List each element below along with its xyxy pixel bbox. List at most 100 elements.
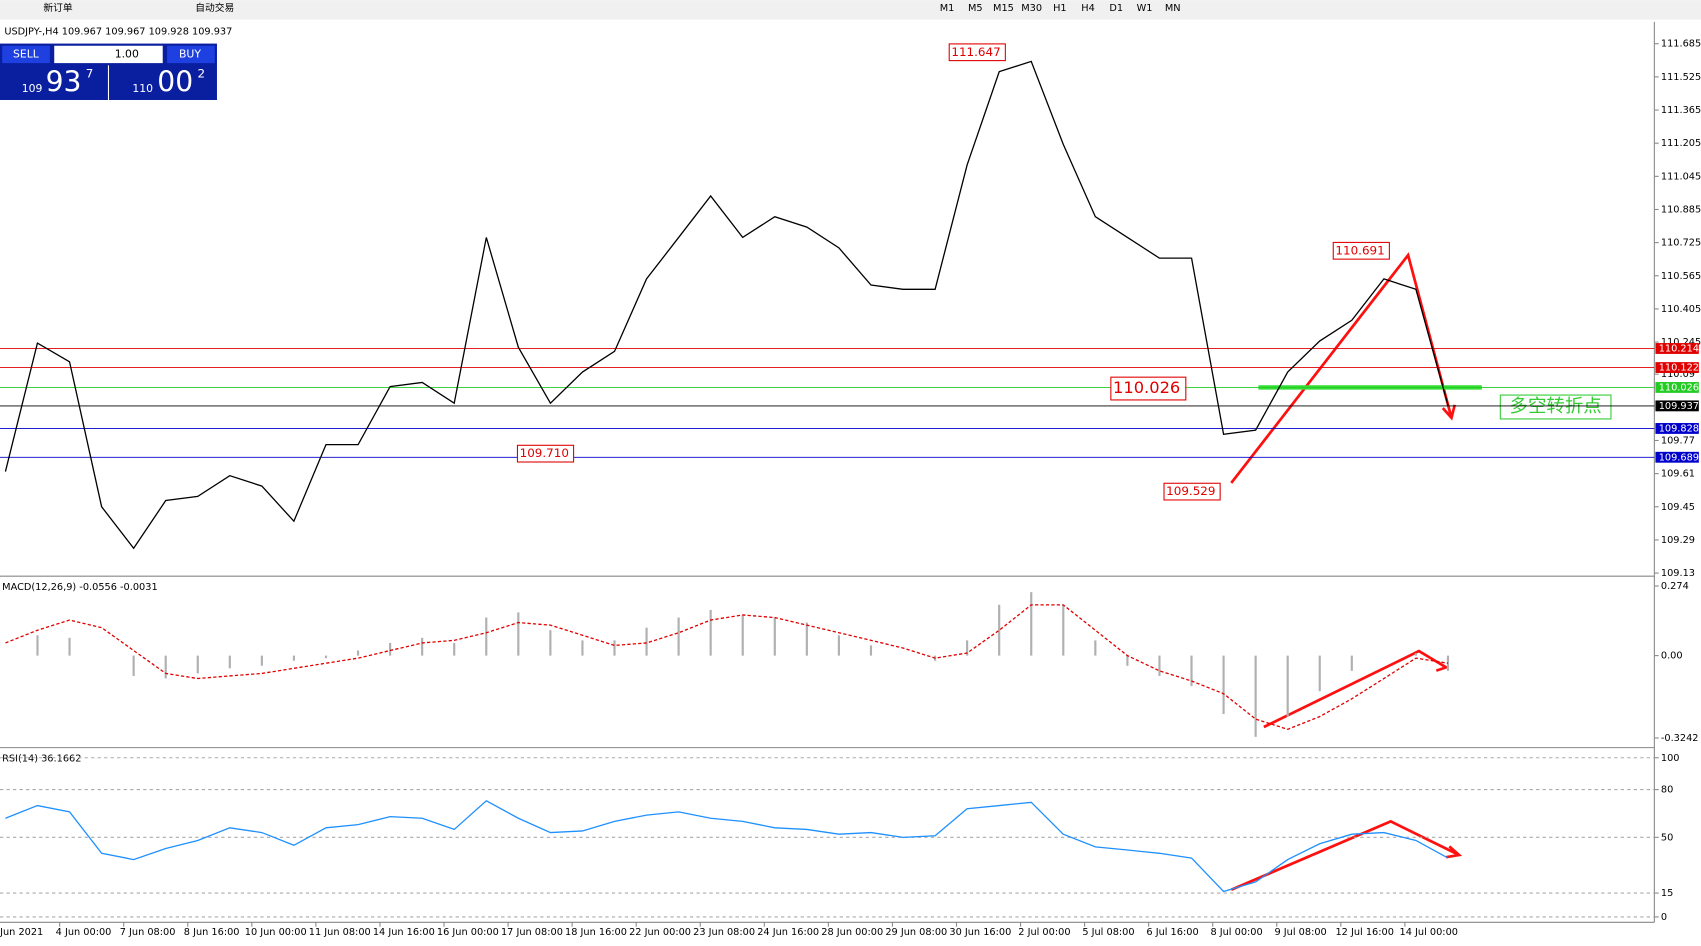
x-tick-label: 29 Jun 08:00 xyxy=(885,927,947,938)
timeframe[interactable]: H1 xyxy=(1053,3,1067,14)
chart-area xyxy=(0,19,1701,942)
annotation-box xyxy=(1163,482,1221,501)
lot[interactable]: 1.00 xyxy=(115,47,139,60)
y-tick-label: 110.725 xyxy=(1661,238,1701,249)
y-tick-label: 109.13 xyxy=(1661,568,1695,579)
bid-small: 7 xyxy=(86,66,94,80)
price-tag-label: 109.937 xyxy=(1659,401,1699,412)
ask-big: 110 xyxy=(132,82,153,95)
y-tick-label: 109.45 xyxy=(1661,502,1695,513)
x-tick-label: 7 Jun 08:00 xyxy=(120,927,176,938)
y-tick-label: 110.405 xyxy=(1661,304,1701,315)
ask-small: 2 xyxy=(197,66,205,80)
price-tag-label: 110.026 xyxy=(1659,382,1699,393)
annotation: 111.647 xyxy=(951,45,1000,59)
y-tick-label: 0 xyxy=(1661,912,1667,923)
y-tick-label: 109.77 xyxy=(1661,435,1695,446)
price-tag-label: 110.122 xyxy=(1659,363,1699,374)
annotation: 109.529 xyxy=(1166,484,1215,498)
x-tick-label: 28 Jun 00:00 xyxy=(821,927,883,938)
price-tag-label: 110.214 xyxy=(1659,343,1699,354)
y-tick-label: 110.885 xyxy=(1661,204,1701,215)
y-tick-label: 110.565 xyxy=(1661,271,1701,282)
x-tick-label: 24 Jun 16:00 xyxy=(757,927,819,938)
y-tick-label: 0.274 xyxy=(1661,581,1689,592)
lot-input[interactable] xyxy=(54,45,163,64)
x-tick-label: 12 Jul 16:00 xyxy=(1335,927,1393,938)
toolbar xyxy=(0,0,1701,20)
x-tick-label: 14 Jun 16:00 xyxy=(373,927,435,938)
y-tick-label: 111.045 xyxy=(1661,171,1701,182)
x-tick-label: 6 Jul 16:00 xyxy=(1146,927,1198,938)
timeframe[interactable]: MN xyxy=(1165,3,1181,14)
buy-button[interactable] xyxy=(167,45,215,64)
rsi-header: RSI(14) 36.1662 xyxy=(2,753,81,764)
timeframe[interactable]: M30 xyxy=(1021,3,1042,14)
chart-header: USDJPY-,H4 109.967 109.967 109.928 109.9… xyxy=(4,27,232,38)
note-box xyxy=(1499,394,1612,420)
bid-big: 109 xyxy=(22,82,43,95)
y-tick-label: 109.29 xyxy=(1661,535,1695,546)
x-tick-label: 8 Jul 00:00 xyxy=(1210,927,1262,938)
y-tick-label: 111.205 xyxy=(1661,138,1701,149)
price-tag xyxy=(1655,362,1699,373)
timeframe[interactable]: M15 xyxy=(993,3,1014,14)
x-tick-label: Jun 2021 xyxy=(0,927,43,938)
x-tick-label: 17 Jun 08:00 xyxy=(501,927,563,938)
x-tick-label: 2 Jul 00:00 xyxy=(1018,927,1070,938)
price-tag xyxy=(1655,382,1699,393)
y-tick-label: 111.365 xyxy=(1661,105,1701,116)
ask-main: 00 xyxy=(157,66,193,99)
x-tick-label: 8 Jun 16:00 xyxy=(184,927,240,938)
x-tick-label: 23 Jun 08:00 xyxy=(693,927,755,938)
timeframe[interactable]: D1 xyxy=(1109,3,1123,14)
y-tick-label: 80 xyxy=(1661,785,1673,796)
x-tick-label: 16 Jun 00:00 xyxy=(437,927,499,938)
x-tick-label: 11 Jun 08:00 xyxy=(309,927,371,938)
annotation-box xyxy=(1332,241,1390,260)
timeframe[interactable]: H4 xyxy=(1081,3,1095,14)
note: 多空转折点 xyxy=(1510,396,1602,417)
price-tag-label: 109.828 xyxy=(1659,423,1699,434)
macd-header: MACD(12,26,9) -0.0556 -0.0031 xyxy=(2,582,158,593)
price-tag xyxy=(1655,343,1699,354)
annotation: 110.026 xyxy=(1113,378,1180,397)
y-tick-label: 50 xyxy=(1661,832,1673,843)
x-tick-label: 22 Jun 00:00 xyxy=(629,927,691,938)
x-tick-label: 5 Jul 08:00 xyxy=(1082,927,1134,938)
price-tag-label: 109.689 xyxy=(1659,452,1699,463)
annotation: 110.691 xyxy=(1335,243,1384,257)
x-tick-label: 4 Jun 00:00 xyxy=(56,927,112,938)
y-tick-label: 110.09 xyxy=(1661,369,1695,380)
macd-signal xyxy=(5,604,1449,730)
annotation: 109.710 xyxy=(520,446,569,460)
timeframe[interactable]: W1 xyxy=(1137,3,1153,14)
x-tick-label: 9 Jul 08:00 xyxy=(1275,927,1327,938)
y-tick-label: 110.245 xyxy=(1661,337,1701,348)
y-tick-label: 111.525 xyxy=(1661,72,1701,83)
toolbar-item[interactable]: 自动交易 xyxy=(195,1,234,14)
y-tick-label: -0.3242 xyxy=(1661,733,1699,744)
bid-main: 93 xyxy=(46,66,82,99)
price-tag xyxy=(1655,400,1699,412)
sell-label[interactable]: SELL xyxy=(13,47,39,60)
annotation-box xyxy=(1110,376,1187,401)
x-tick-label: 30 Jun 16:00 xyxy=(949,927,1011,938)
toolbar-item[interactable]: 新订单 xyxy=(43,1,72,14)
sell-button[interactable] xyxy=(2,45,50,64)
x-tick-label: 14 Jul 00:00 xyxy=(1400,927,1458,938)
buy-label[interactable]: BUY xyxy=(179,47,201,60)
y-tick-label: 0.00 xyxy=(1661,651,1683,662)
y-tick-label: 111.685 xyxy=(1661,39,1701,50)
annotation-box xyxy=(948,43,1006,62)
price-tag xyxy=(1655,423,1699,434)
y-tick-label: 15 xyxy=(1661,888,1673,899)
price-tag xyxy=(1655,451,1699,463)
rsi-line xyxy=(5,799,1449,893)
timeframe[interactable]: M1 xyxy=(940,3,955,14)
timeframe[interactable]: M5 xyxy=(968,3,983,14)
price-line-series xyxy=(4,60,1449,550)
y-tick-label: 100 xyxy=(1661,753,1680,764)
